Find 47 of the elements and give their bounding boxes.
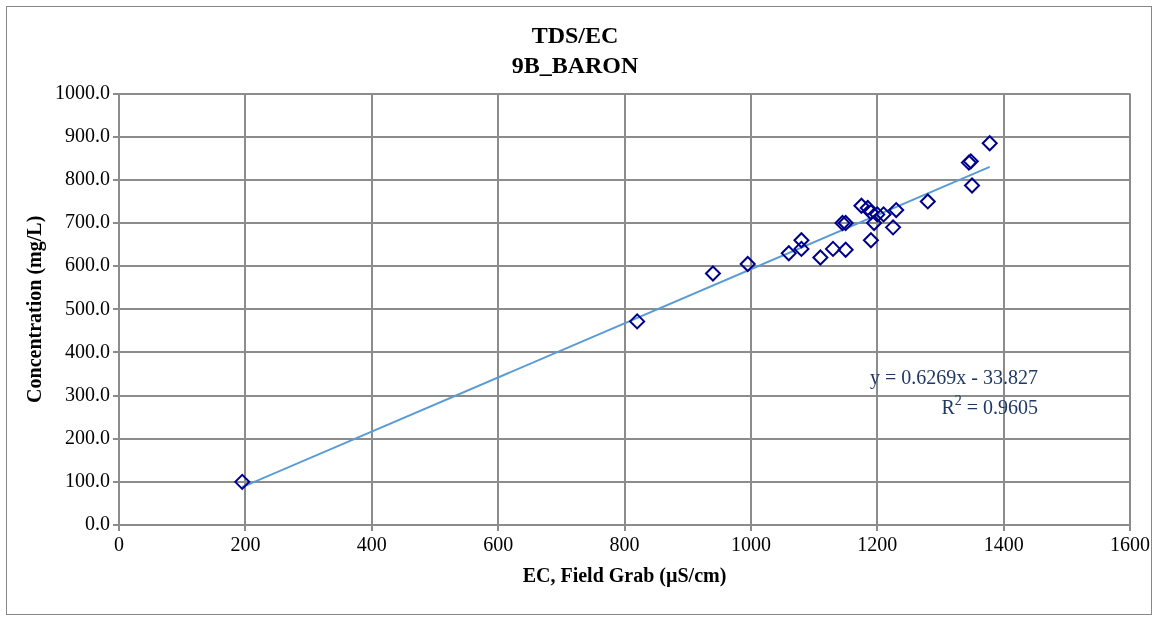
x-tick-label: 600 <box>483 533 514 556</box>
x-tick-label: 800 <box>609 533 640 556</box>
point <box>825 240 842 257</box>
x-tick-label: 1000 <box>730 533 771 556</box>
y-tick-label: 900.0 <box>65 123 110 146</box>
x-tick-label: 1400 <box>983 533 1024 556</box>
x-tick-label: 200 <box>230 533 261 556</box>
x-tick-label: 400 <box>356 533 387 556</box>
point <box>812 249 829 266</box>
point <box>234 473 251 490</box>
y-tick-label: 500.0 <box>65 296 110 319</box>
y-tick-label: 0.0 <box>85 512 110 535</box>
point <box>793 232 810 249</box>
x-tick-label: 1200 <box>857 533 898 556</box>
x-tick-label: 0 <box>114 533 124 556</box>
y-tick-label: 700.0 <box>65 210 110 233</box>
point <box>704 265 721 282</box>
y-tick-label: 300.0 <box>65 382 110 405</box>
y-tick-label: 200.0 <box>65 425 110 448</box>
annotation: y = 0.6269x - 33.827 <box>870 365 1039 389</box>
point <box>875 206 892 223</box>
point <box>859 199 876 216</box>
chart-subtitle: 9B_BARON <box>511 52 639 79</box>
y-axis-title: Concentration (mg/L) <box>23 215 47 403</box>
point <box>869 206 886 223</box>
y-tick-label: 400.0 <box>65 339 110 362</box>
x-axis-title: EC, Field Grab (µS/cm) <box>522 564 727 588</box>
point <box>862 232 879 249</box>
point <box>739 256 756 272</box>
point <box>837 241 854 258</box>
point <box>629 313 646 330</box>
y-tick-label: 600.0 <box>65 253 110 276</box>
point <box>981 135 998 152</box>
point <box>793 240 810 257</box>
point <box>866 215 883 232</box>
point <box>780 245 797 262</box>
point <box>853 197 870 214</box>
chart-title: TDS/EC <box>531 21 619 48</box>
y-tick-label: 800.0 <box>65 167 110 190</box>
point <box>862 204 879 221</box>
point <box>885 219 902 236</box>
point <box>919 193 936 210</box>
y-tick-label: 1000.0 <box>55 80 110 103</box>
y-tick-label: 100.0 <box>65 469 110 492</box>
point <box>888 202 905 219</box>
point <box>964 177 981 194</box>
x-tick-label: 1600 <box>1110 533 1150 556</box>
